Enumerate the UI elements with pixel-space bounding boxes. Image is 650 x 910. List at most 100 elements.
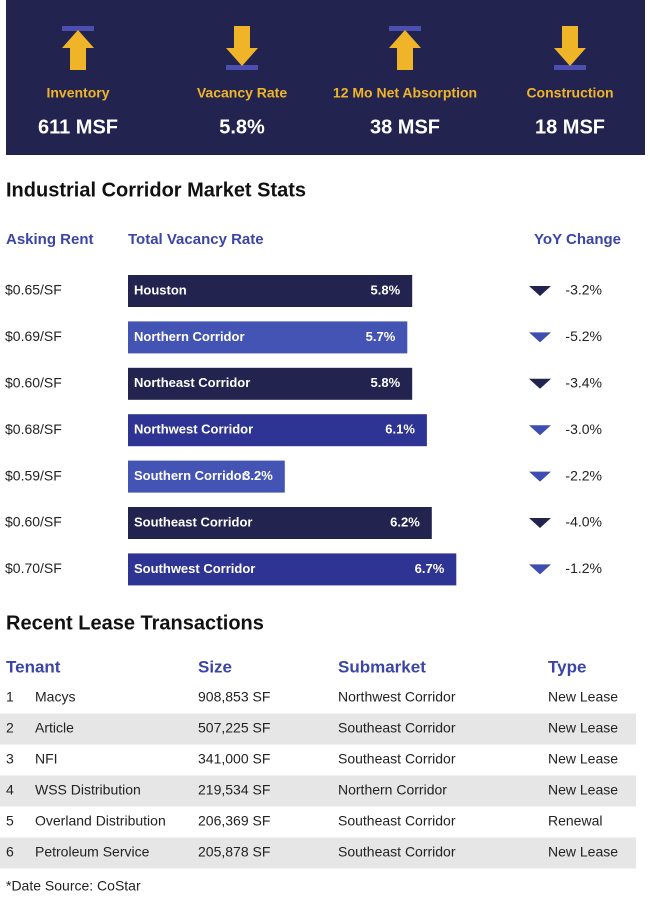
yoy-change: -1.2% <box>565 560 602 576</box>
arrow-down-icon <box>554 26 586 66</box>
down-triangle <box>529 425 551 436</box>
table-cell: Northwest Corridor <box>338 689 456 705</box>
table-cell: Southeast Corridor <box>338 751 456 767</box>
row-band <box>0 775 636 807</box>
column-header: Total Vacancy Rate <box>128 231 264 248</box>
bar-category: Northwest Corridor <box>134 422 253 437</box>
table-cell: 341,000 SF <box>198 751 270 767</box>
table-header: Size <box>198 657 232 676</box>
table-cell: 507,225 SF <box>198 720 270 736</box>
down-triangle <box>529 471 551 482</box>
stat-value: 5.8% <box>219 116 265 138</box>
bar-value-label: 5.8% <box>371 375 401 390</box>
table-cell: New Lease <box>548 782 618 798</box>
table-cell: 908,853 SF <box>198 689 270 705</box>
table-cell: New Lease <box>548 751 618 767</box>
table-cell: 219,534 SF <box>198 782 270 798</box>
table-cell: Article <box>35 720 74 736</box>
table-cell: 5 <box>6 813 14 829</box>
yoy-change: -3.0% <box>565 421 602 437</box>
bar-category: Houston <box>134 282 187 297</box>
asking-rent: $0.60/SF <box>5 514 62 530</box>
bar-category: Northeast Corridor <box>134 375 250 390</box>
row-band <box>0 837 636 869</box>
yoy-change: -4.0% <box>565 514 602 530</box>
bar-value-label: 6.1% <box>385 422 415 437</box>
stat-label: 12 Mo Net Absorption <box>333 85 477 101</box>
stat-value: 38 MSF <box>370 116 440 138</box>
section-title: Recent Lease Transactions <box>6 612 264 634</box>
footnote: *Date Source: CoStar <box>6 878 141 894</box>
bar <box>128 460 285 493</box>
stats-panel <box>6 0 645 155</box>
stat-value: 611 MSF <box>38 116 118 138</box>
table-cell: Overland Distribution <box>35 813 166 829</box>
yoy-change: -3.4% <box>565 375 602 391</box>
bar-value-label: 3.2% <box>243 468 273 483</box>
table-cell: Renewal <box>548 813 602 829</box>
down-triangle <box>529 378 551 389</box>
bar <box>128 553 457 586</box>
asking-rent: $0.69/SF <box>5 328 62 344</box>
bar <box>128 414 427 447</box>
table-header: Tenant <box>6 657 61 676</box>
table-cell: New Lease <box>548 844 618 860</box>
stat-label: Vacancy Rate <box>197 85 287 101</box>
bar-value-label: 5.8% <box>371 282 401 297</box>
table-cell: 3 <box>6 751 14 767</box>
table-cell: Southeast Corridor <box>338 844 456 860</box>
table-cell: Southeast Corridor <box>338 813 456 829</box>
table-cell: 4 <box>6 782 14 798</box>
asking-rent: $0.65/SF <box>5 282 62 298</box>
icon-bar <box>62 26 94 31</box>
asking-rent: $0.68/SF <box>5 421 62 437</box>
asking-rent: $0.59/SF <box>5 467 62 483</box>
bar-category: Northern Corridor <box>134 329 245 344</box>
table-cell: New Lease <box>548 689 618 705</box>
down-triangle <box>529 564 551 575</box>
down-triangle <box>529 286 551 296</box>
table-cell: WSS Distribution <box>35 782 141 798</box>
arrow-down-icon <box>226 26 258 66</box>
down-triangle <box>529 518 551 528</box>
table-cell: Macys <box>35 689 75 705</box>
table-header: Submarket <box>338 657 426 676</box>
bar-value-label: 5.7% <box>366 329 396 344</box>
column-header: YoY Change <box>534 231 621 248</box>
row-band <box>0 713 636 745</box>
asking-rent: $0.70/SF <box>5 560 62 576</box>
section-title: Industrial Corridor Market Stats <box>6 179 306 201</box>
column-header: Asking Rent <box>6 231 94 248</box>
table-cell: New Lease <box>548 720 618 736</box>
bar-value-label: 6.7% <box>415 561 445 576</box>
stat-value: 18 MSF <box>535 116 605 138</box>
down-triangle <box>529 332 551 343</box>
stat-label: Construction <box>526 85 613 101</box>
table-cell: NFI <box>35 751 58 767</box>
asking-rent: $0.60/SF <box>5 375 62 391</box>
bar <box>128 275 413 307</box>
table-cell: 206,369 SF <box>198 813 270 829</box>
bar-category: Southern Corridor <box>134 468 247 483</box>
bar <box>128 367 413 400</box>
icon-bar <box>554 65 586 70</box>
table-cell: 205,878 SF <box>198 844 270 860</box>
stat-label: Inventory <box>46 85 109 101</box>
table-cell: 6 <box>6 844 14 860</box>
arrow-up-icon <box>389 30 421 70</box>
table-cell: Petroleum Service <box>35 844 150 860</box>
yoy-change: -3.2% <box>565 282 602 298</box>
bar-category: Southwest Corridor <box>134 561 255 576</box>
icon-bar <box>226 65 258 70</box>
yoy-change: -5.2% <box>565 328 602 344</box>
table-cell: Northern Corridor <box>338 782 447 798</box>
table-header: Type <box>548 657 586 676</box>
table-cell: 1 <box>6 689 14 705</box>
bar <box>128 321 408 354</box>
bar-value-label: 6.2% <box>390 514 420 529</box>
yoy-change: -2.2% <box>565 467 602 483</box>
table-cell: 2 <box>6 720 14 736</box>
arrow-up-icon <box>62 30 94 70</box>
